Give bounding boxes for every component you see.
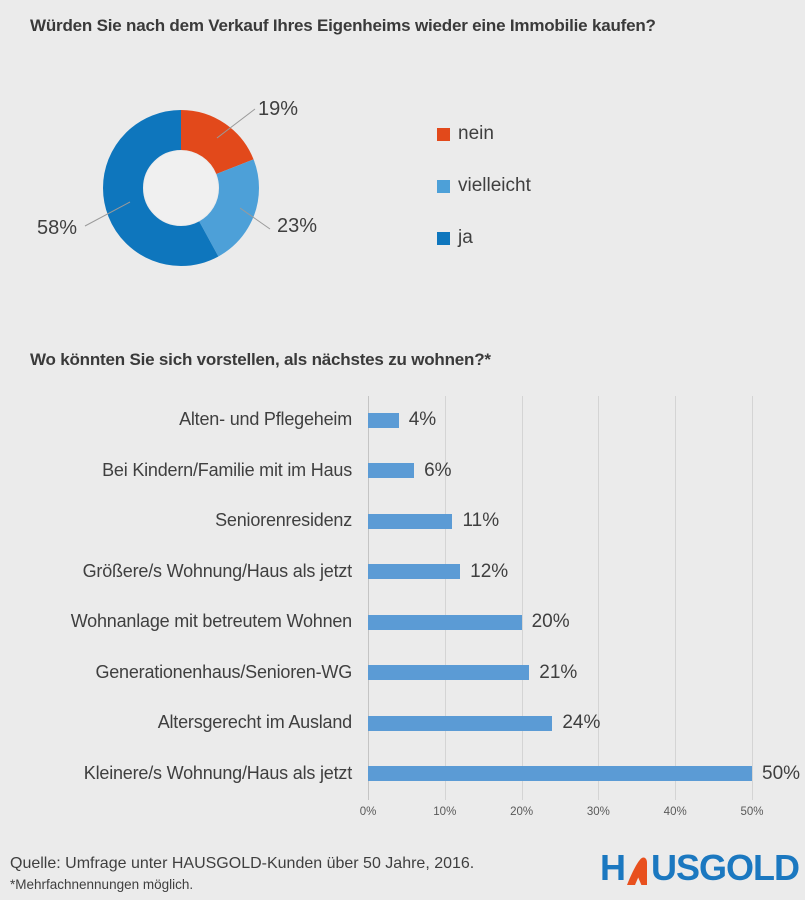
legend-swatch-nein [437,127,450,141]
bar-category-label: Wohnanlage mit betreutem Wohnen [70,611,353,631]
x-tick-label: 10% [433,806,457,818]
legend-item-nein: nein [437,122,531,146]
logo-text-h: H [599,847,626,888]
donut-slice-vielleicht [103,110,259,266]
legend-item-ja: ja [437,226,531,250]
bar-value-label: 6% [424,459,452,481]
bar [368,564,461,579]
donut-slice-ja [103,110,259,266]
bar-chart: 0% 10% 20% 30% 40% 50% Alten- und Pflegeheim 4%… [0,396,805,828]
gridline [675,396,677,800]
legend-swatch-vielleicht [437,179,450,193]
donut-label-vielleicht: 23% [277,215,318,237]
donut-legend: nein vielleicht ja [437,122,531,250]
bar-category-label: Alten- und Pflegeheim [179,409,352,429]
donut-chart-title: Würden Sie nach dem Verkauf Ihres Eigenh… [30,16,656,35]
donut-rings [103,110,259,266]
legend-item-vielleicht: vielleicht [437,174,531,198]
bar-value-label: 12% [470,560,509,582]
bar [368,665,530,680]
bar-value-label: 11% [462,510,500,531]
legend-label-ja: ja [458,227,473,248]
bar-value-label: 21% [539,661,578,683]
bar-value-label: 4% [408,409,437,430]
gridline [752,396,753,800]
legend-label-vielleicht: vielleicht [458,175,531,196]
bar-category-label: Generationenhaus/Senioren-WG [95,661,352,682]
y-axis-line [368,396,369,800]
hausgold-logo: H USGOLD [599,847,800,888]
source-text: Quelle: Umfrage unter HAUSGOLD-Kunden üb… [10,855,475,872]
x-tick-label: 0% [359,806,377,818]
x-tick-label: 50% [740,806,764,818]
bar-category-label: Kleinere/s Wohnung/Haus als jetzt [83,762,352,783]
gridline [598,396,600,800]
bar-category-label: Größere/s Wohnung/Haus als jetzt [82,560,353,581]
donut-label-ja: 58% [37,217,78,239]
bar-category-label: Altersgerecht im Ausland [157,712,353,732]
bar-value-label: 24% [562,712,601,733]
donut-chart: 19% 23% 58% nein vielleicht ja [0,80,805,310]
gridline [444,396,446,800]
bar [368,766,752,781]
x-tick-label: 30% [586,806,610,818]
legend-label-nein: nein [458,123,494,144]
bar [368,715,553,731]
bar [368,463,415,478]
bar-value-label: 50% [762,762,801,784]
bar [368,614,522,630]
bar-chart-title: Wo könnten Sie sich vorstellen, als näch… [30,350,491,369]
bar [368,412,399,428]
logo-letter-a-icon [626,857,647,885]
footnote-text: *Mehrfachnennungen möglich. [10,877,194,892]
gridline [521,396,523,800]
donut-label-nein: 19% [258,98,299,120]
x-tick-label: 20% [510,806,534,818]
logo-text-usgold: USGOLD [650,847,800,888]
donut-leader-lines [84,108,271,230]
bar [368,513,453,529]
legend-swatch-ja [437,231,450,245]
x-tick-label: 40% [663,806,687,818]
bar-category-label: Seniorenresidenz [215,510,352,530]
bar-category-label: Bei Kindern/Familie mit im Haus [102,459,352,480]
bar-value-label: 20% [531,611,570,632]
donut-hole [144,151,218,225]
